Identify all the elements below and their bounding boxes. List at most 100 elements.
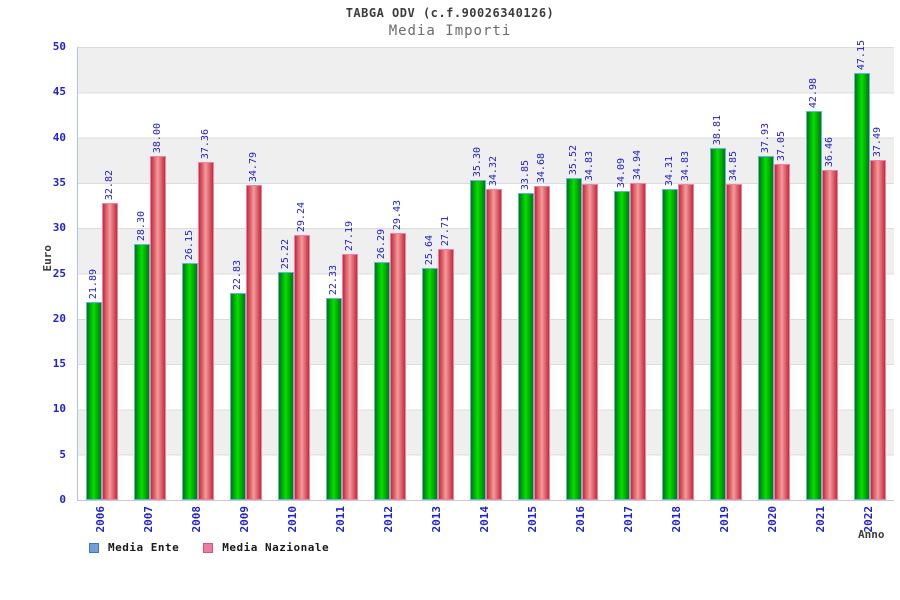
- x-tick-2006: 2006: [94, 506, 107, 533]
- chart-subtitle: Media Importi: [388, 23, 512, 39]
- value-label-media-ente-2009: 22.83: [232, 259, 243, 290]
- value-label-media-ente-2021: 42.98: [808, 77, 819, 108]
- value-label-media-ente-2019: 38.81: [712, 114, 723, 145]
- x-tick-2016: 2016: [574, 506, 587, 533]
- x-tick-2015: 2015: [526, 506, 539, 533]
- bar-media-ente-2012: [374, 262, 390, 500]
- x-tick-2007: 2007: [142, 506, 155, 533]
- value-label-media-nazionale-2009: 34.79: [248, 151, 259, 182]
- bar-media-nazionale-2007: [150, 156, 166, 500]
- value-label-media-ente-2010: 25.22: [280, 238, 291, 269]
- bar-media-ente-2011: [326, 298, 342, 500]
- legend-swatch-media-nazionale: [203, 542, 214, 553]
- y-tick-50: 50: [52, 40, 66, 53]
- y-tick-30: 30: [52, 221, 66, 234]
- x-tick-2010: 2010: [286, 506, 299, 533]
- bar-media-ente-2018: [662, 189, 678, 500]
- y-tick-35: 35: [52, 176, 66, 189]
- bar-media-nazionale-2013: [438, 249, 454, 500]
- bar-media-ente-2015: [518, 193, 534, 500]
- bar-media-ente-2008: [182, 263, 198, 500]
- value-label-media-nazionale-2018: 34.83: [680, 150, 691, 181]
- y-axis-ticks: 0 5 10 15 20 25 30 35 40 45 50: [0, 40, 72, 506]
- x-tick-2014: 2014: [478, 506, 491, 533]
- bar-media-nazionale-2017: [630, 183, 646, 500]
- value-label-media-ente-2016: 35.52: [568, 144, 579, 175]
- bar-media-ente-2014: [470, 180, 486, 500]
- plot-area: 21.89 32.82 28.30 38.00 26.15 37.36 22.83 34.79…: [77, 40, 894, 501]
- bar-media-ente-2009: [230, 293, 246, 500]
- x-tick-2009: 2009: [238, 506, 251, 533]
- value-label-media-ente-2008: 26.15: [184, 229, 195, 260]
- bar-media-ente-2019: [710, 148, 726, 500]
- legend-swatch-media-ente: [89, 542, 99, 553]
- bar-media-ente-2006: [86, 302, 102, 500]
- value-label-media-ente-2020: 37.93: [760, 122, 771, 153]
- legend-label-media-nazionale: Media Nazionale: [222, 541, 330, 554]
- value-label-media-ente-2017: 34.09: [616, 157, 627, 188]
- x-tick-2011: 2011: [334, 506, 347, 533]
- value-label-media-nazionale-2020: 37.05: [776, 130, 787, 161]
- value-label-media-nazionale-2007: 38.00: [152, 122, 163, 153]
- value-label-media-ente-2015: 33.85: [520, 159, 531, 190]
- value-label-media-nazionale-2006: 32.82: [104, 169, 115, 200]
- bar-media-nazionale-2020: [774, 164, 790, 500]
- value-label-media-ente-2011: 22.33: [328, 264, 339, 295]
- bar-media-nazionale-2015: [534, 186, 550, 500]
- bar-media-ente-2007: [134, 244, 150, 500]
- legend: Media Ente Media Nazionale: [89, 541, 353, 554]
- bar-media-ente-2021: [806, 111, 822, 500]
- y-tick-25: 25: [52, 267, 66, 280]
- legend-label-media-ente: Media Ente: [108, 541, 180, 554]
- bar-media-nazionale-2009: [246, 185, 262, 500]
- bar-media-nazionale-2006: [102, 203, 118, 500]
- x-tick-2020: 2020: [766, 506, 779, 533]
- bar-media-nazionale-2022: [870, 160, 886, 500]
- x-tick-2013: 2013: [430, 506, 443, 533]
- bar-media-ente-2010: [278, 272, 294, 500]
- value-label-media-nazionale-2012: 29.43: [392, 199, 403, 230]
- value-label-media-ente-2013: 25.64: [424, 234, 435, 265]
- value-label-media-nazionale-2008: 37.36: [200, 128, 211, 159]
- bar-media-nazionale-2008: [198, 162, 214, 500]
- y-tick-45: 45: [52, 85, 66, 98]
- value-label-media-nazionale-2022: 37.49: [872, 126, 883, 157]
- bar-media-ente-2013: [422, 268, 438, 500]
- bar-media-ente-2022: [854, 73, 870, 500]
- value-label-media-nazionale-2015: 34.68: [536, 152, 547, 183]
- y-tick-5: 5: [59, 448, 66, 461]
- value-label-media-nazionale-2011: 27.19: [344, 220, 355, 251]
- x-tick-2008: 2008: [190, 506, 203, 533]
- value-label-media-nazionale-2014: 34.32: [488, 155, 499, 186]
- x-tick-2019: 2019: [718, 506, 731, 533]
- bar-media-nazionale-2019: [726, 184, 742, 500]
- bar-media-nazionale-2018: [678, 184, 694, 500]
- value-label-media-nazionale-2019: 34.85: [728, 150, 739, 181]
- bar-media-ente-2017: [614, 191, 630, 500]
- y-tick-0: 0: [59, 493, 66, 506]
- y-tick-20: 20: [52, 312, 66, 325]
- bar-media-nazionale-2021: [822, 170, 838, 500]
- value-label-media-ente-2012: 26.29: [376, 228, 387, 259]
- value-label-media-nazionale-2017: 34.94: [632, 149, 643, 180]
- value-label-media-nazionale-2013: 27.71: [440, 215, 451, 246]
- x-tick-2017: 2017: [622, 506, 635, 533]
- x-axis-ticks: 2006 2007 2008 2009 2010 2011 2012 2013 2014 2015…: [77, 505, 893, 545]
- value-label-media-ente-2007: 28.30: [136, 210, 147, 241]
- value-label-media-ente-2022: 47.15: [856, 39, 867, 70]
- value-label-media-nazionale-2021: 36.46: [824, 136, 835, 167]
- bar-media-nazionale-2016: [582, 184, 598, 500]
- x-tick-2018: 2018: [670, 506, 683, 533]
- value-label-media-ente-2006: 21.89: [88, 268, 99, 299]
- y-tick-10: 10: [52, 402, 66, 415]
- bar-media-ente-2016: [566, 178, 582, 500]
- x-tick-2021: 2021: [814, 506, 827, 533]
- bar-media-nazionale-2012: [390, 233, 406, 500]
- bar-media-nazionale-2014: [486, 189, 502, 500]
- x-axis-title: Anno: [858, 528, 885, 541]
- y-tick-40: 40: [52, 131, 66, 144]
- y-tick-15: 15: [52, 357, 66, 370]
- bar-media-nazionale-2010: [294, 235, 310, 500]
- x-tick-2012: 2012: [382, 506, 395, 533]
